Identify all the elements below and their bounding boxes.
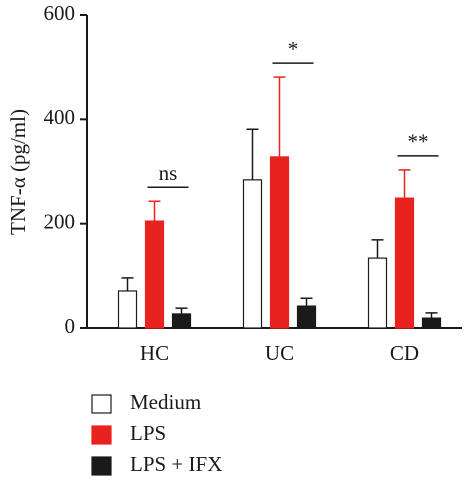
bar (367, 257, 388, 329)
legend-swatch (91, 394, 112, 414)
y-tick-label: 400 (44, 105, 76, 129)
bar (296, 305, 317, 329)
bar (171, 313, 192, 329)
legend-label: LPS + IFX (130, 452, 222, 476)
bar (421, 317, 442, 329)
legend-label: Medium (130, 390, 201, 414)
x-tick-label: HC (140, 341, 169, 365)
legend-swatch (91, 456, 112, 476)
x-tick-label: UC (265, 341, 294, 365)
bar (117, 290, 138, 329)
bar (269, 156, 290, 329)
bar (242, 179, 263, 329)
significance-label: * (288, 37, 299, 61)
y-tick-label: 0 (65, 314, 76, 338)
x-tick-label: CD (390, 341, 419, 365)
legend-label: LPS (130, 421, 166, 445)
y-axis-label: TNF-α (pg/ml) (6, 109, 30, 235)
bar (144, 220, 165, 329)
legend-swatch (91, 425, 112, 445)
y-tick-label: 600 (44, 1, 76, 25)
y-tick-label: 200 (44, 209, 76, 233)
bar (394, 197, 415, 329)
significance-label: ** (408, 130, 429, 154)
significance-label: ns (159, 161, 178, 185)
